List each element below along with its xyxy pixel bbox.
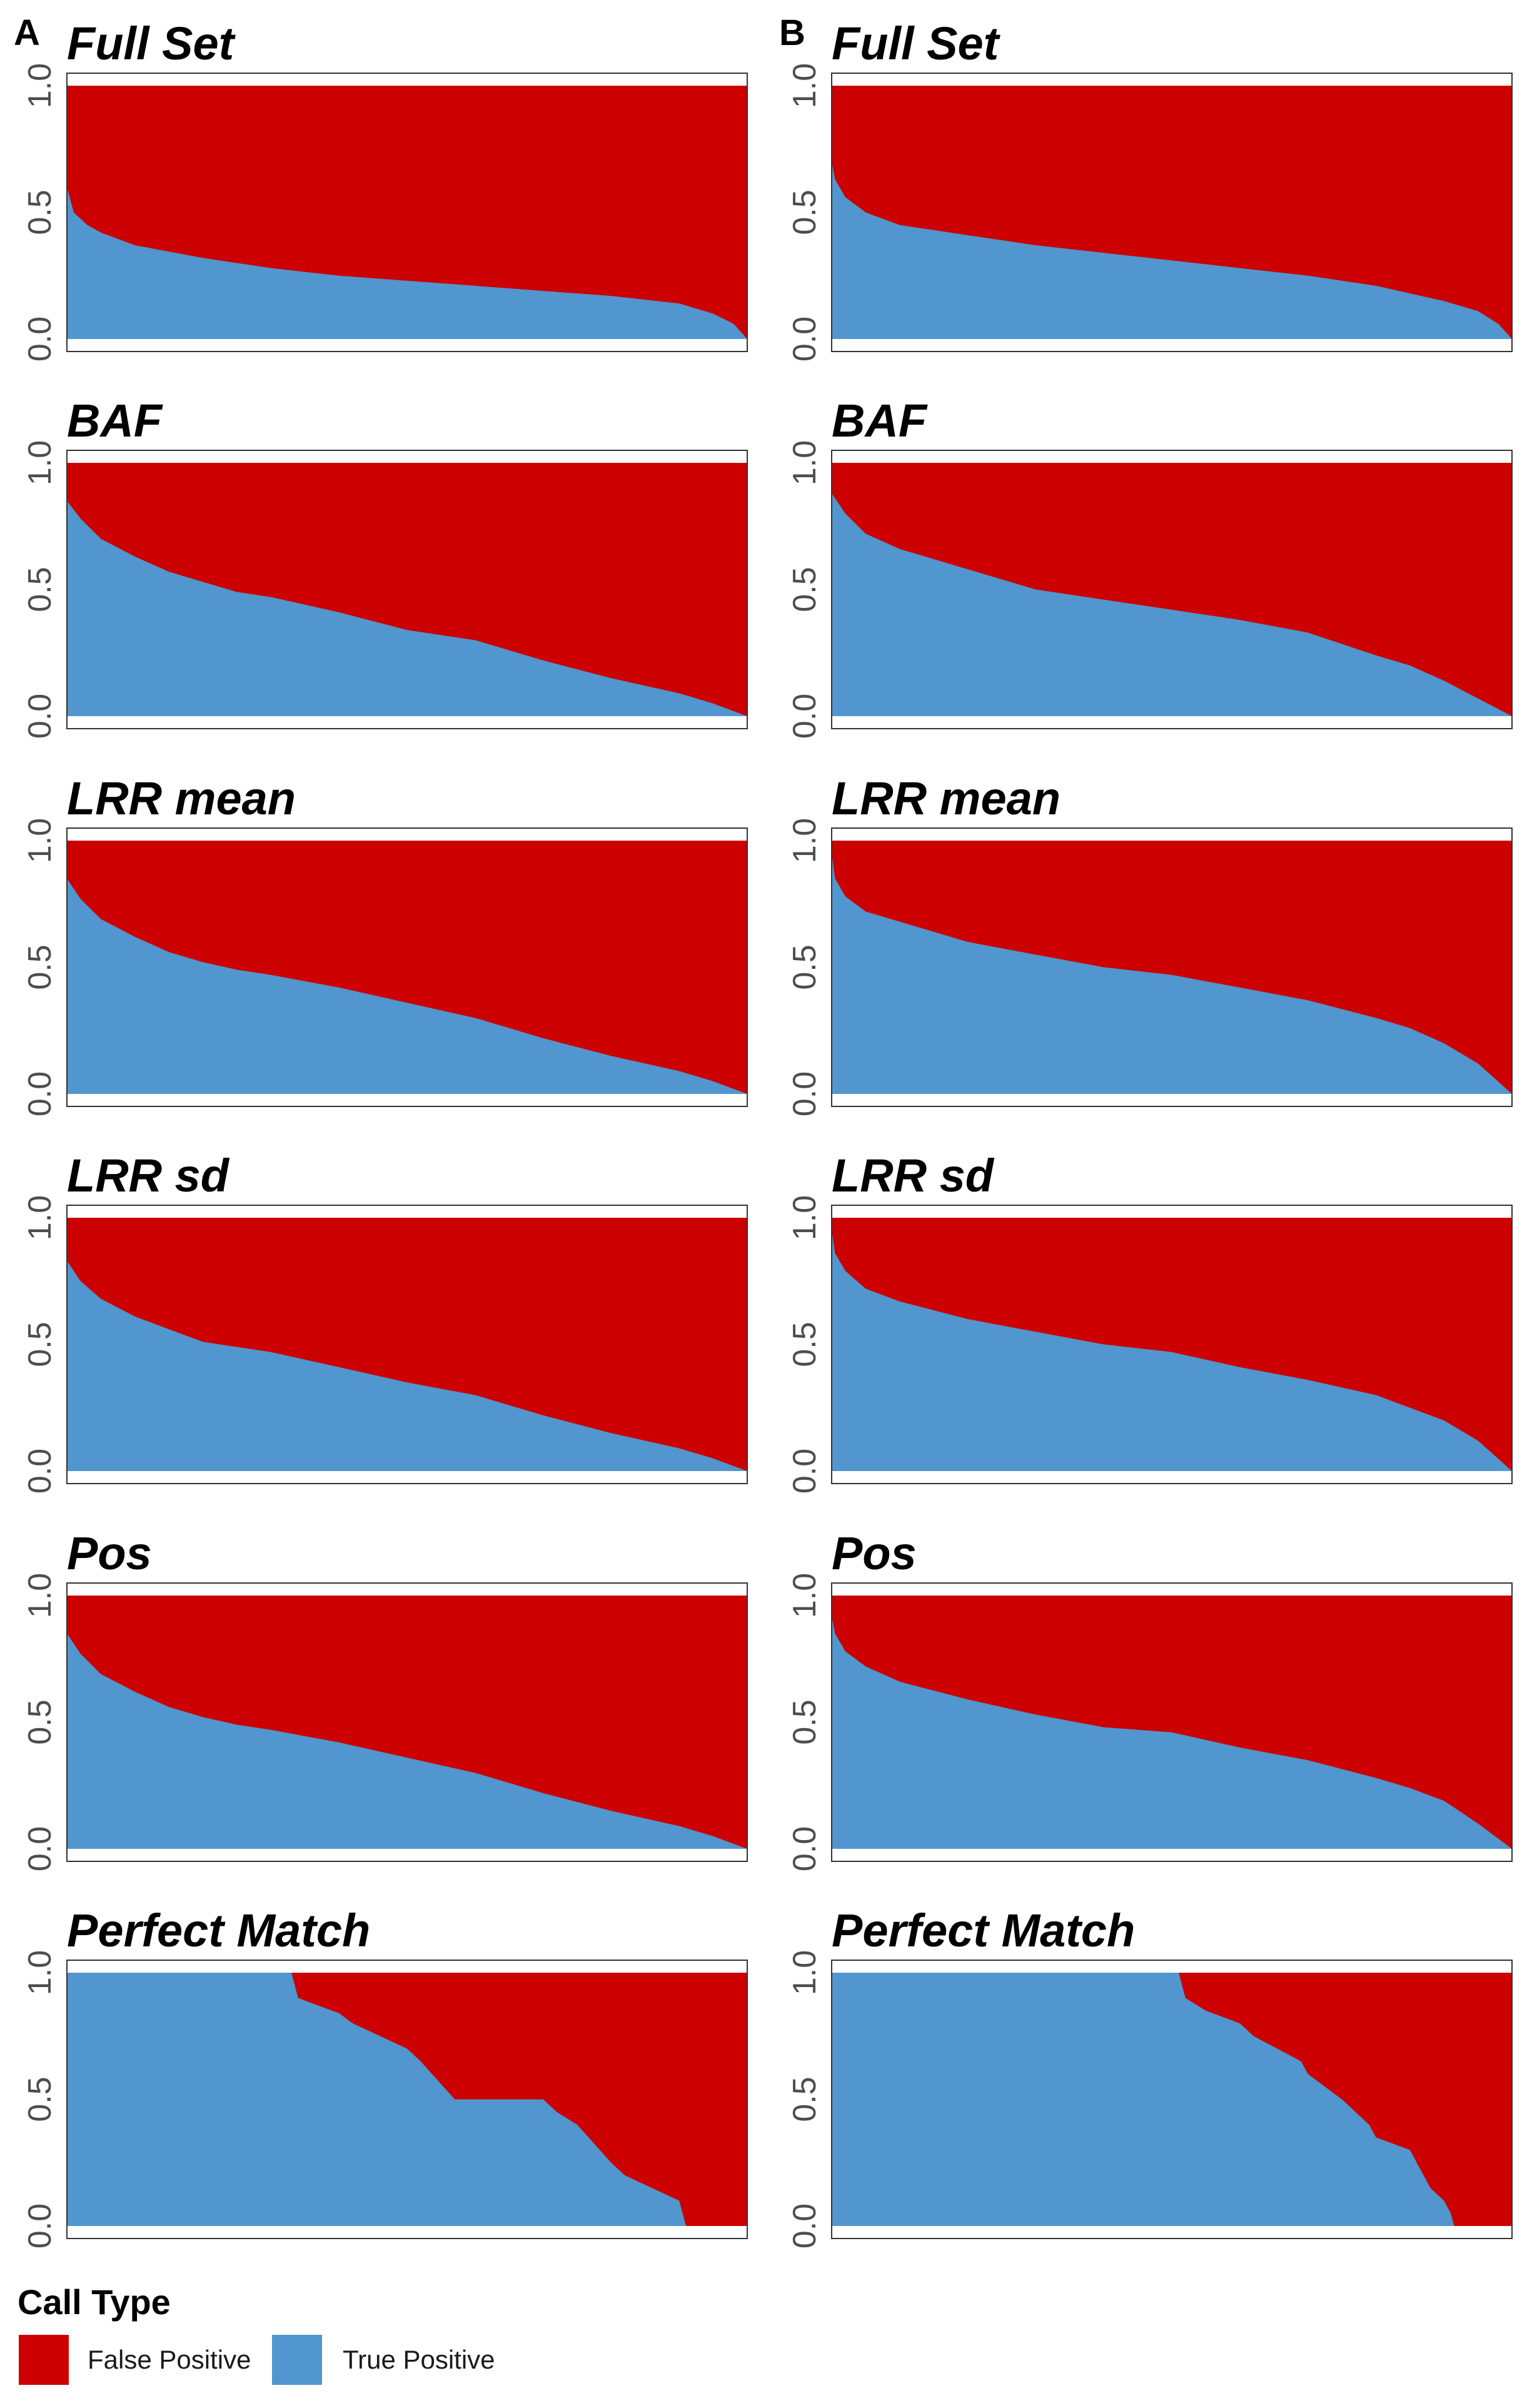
- legend-label-false-positive: False Positive: [88, 2345, 251, 2374]
- true-positive-area: [832, 853, 1512, 1094]
- legend-swatch-true-positive: [272, 2335, 322, 2385]
- y-tick-label: 0.0: [22, 1826, 58, 1871]
- y-tick-label: 0.5: [787, 2077, 823, 2122]
- panel-frame: [831, 1205, 1513, 1484]
- y-tick-label: 0.5: [22, 1322, 58, 1367]
- panel-title: LRR mean: [67, 772, 296, 824]
- y-tick-label: 0.5: [787, 944, 823, 989]
- y-tick-label: 0.0: [22, 2203, 58, 2249]
- panel-b-lrr-sd: LRR sd 0.0 0.5 1.0: [787, 1150, 1513, 1494]
- y-tick-label: 0.5: [22, 190, 58, 235]
- y-tick-label: 1.0: [22, 63, 58, 108]
- panel-a-lrr-sd: LRR sd 0.0 0.5 1.0: [22, 1150, 748, 1494]
- y-tick-label: 0.5: [22, 567, 58, 612]
- y-tick-label: 0.0: [22, 694, 58, 739]
- true-positive-area: [832, 1230, 1512, 1471]
- true-positive-area: [67, 1260, 747, 1471]
- panel-title: Full Set: [67, 18, 236, 69]
- panel-frame: [831, 73, 1513, 352]
- panel-title: LRR sd: [67, 1150, 230, 1201]
- panel-frame: [66, 1960, 748, 2239]
- y-tick-label: 1.0: [787, 1573, 823, 1618]
- y-tick-label: 1.0: [22, 1195, 58, 1240]
- true-positive-area: [832, 161, 1512, 339]
- y-tick-label: 1.0: [787, 818, 823, 863]
- panel-b-perfect-match: Perfect Match 0.0 0.5 1.0: [787, 1905, 1513, 2249]
- true-positive-area: [832, 493, 1512, 716]
- panel-a-perfect-match: Perfect Match 0.0 0.5 1.0: [22, 1905, 748, 2249]
- y-tick-label: 0.0: [787, 694, 823, 739]
- legend: Call Type False Positive True Positive: [18, 2282, 495, 2385]
- panel-letter-a: A: [14, 13, 40, 53]
- legend-title: Call Type: [18, 2282, 171, 2322]
- y-tick-label: 0.0: [787, 1071, 823, 1116]
- true-positive-area: [67, 878, 747, 1094]
- y-tick-label: 1.0: [787, 1195, 823, 1240]
- panel-a-baf: BAF 0.0 0.5 1.0: [22, 395, 748, 739]
- y-tick-label: 1.0: [22, 818, 58, 863]
- y-tick-label: 0.0: [22, 316, 58, 362]
- panel-frame: [66, 827, 748, 1107]
- y-tick-label: 0.0: [787, 1826, 823, 1871]
- panel-frame: [831, 827, 1513, 1107]
- true-positive-area: [67, 500, 747, 716]
- panel-a-full-set: Full Set 0.0 0.5 1.0: [22, 18, 748, 362]
- y-tick-label: 1.0: [787, 440, 823, 485]
- panel-a-pos: Pos 0.0 0.5 1.0: [22, 1527, 748, 1871]
- panel-title: Perfect Match: [67, 1905, 370, 1956]
- y-tick-label: 1.0: [22, 440, 58, 485]
- y-tick-label: 0.0: [22, 1449, 58, 1494]
- panel-frame: [831, 1582, 1513, 1862]
- true-positive-area: [67, 1633, 747, 1849]
- panel-frame: [831, 1960, 1513, 2239]
- true-positive-area: [832, 1616, 1512, 1849]
- y-tick-label: 0.5: [22, 1699, 58, 1744]
- panel-frame: [66, 450, 748, 729]
- panel-frame: [66, 1582, 748, 1862]
- panel-b-lrr-mean: LRR mean 0.0 0.5 1.0: [787, 772, 1513, 1116]
- y-tick-label: 0.5: [787, 1322, 823, 1367]
- y-tick-label: 0.0: [787, 1449, 823, 1494]
- panel-b-baf: BAF 0.0 0.5 1.0: [787, 395, 1513, 739]
- panel-title: Perfect Match: [832, 1905, 1135, 1956]
- y-tick-label: 0.0: [787, 316, 823, 362]
- y-tick-label: 0.5: [787, 567, 823, 612]
- panel-frame: [66, 1205, 748, 1484]
- panel-title: Pos: [67, 1527, 152, 1579]
- y-tick-label: 0.0: [787, 2203, 823, 2249]
- y-tick-label: 0.5: [787, 1699, 823, 1744]
- panel-b-full-set: Full Set 0.0 0.5 1.0: [787, 18, 1513, 362]
- y-tick-label: 0.5: [22, 2077, 58, 2122]
- y-tick-label: 0.0: [22, 1071, 58, 1116]
- true-positive-area: [832, 1973, 1512, 2226]
- panel-letter-b: B: [779, 13, 805, 53]
- panel-title: LRR sd: [832, 1150, 995, 1201]
- panel-title: BAF: [832, 395, 928, 447]
- panel-frame: [831, 450, 1513, 729]
- panel-title: Pos: [832, 1527, 917, 1579]
- y-tick-label: 0.5: [787, 190, 823, 235]
- legend-label-true-positive: True Positive: [343, 2345, 495, 2374]
- panel-title: Full Set: [832, 18, 1001, 69]
- legend-swatch-false-positive: [19, 2335, 69, 2385]
- panel-title: BAF: [67, 395, 163, 447]
- y-tick-label: 1.0: [787, 1950, 823, 1995]
- y-tick-label: 1.0: [22, 1950, 58, 1995]
- panel-frame: [66, 73, 748, 352]
- true-positive-area: [67, 187, 747, 339]
- panel-b-pos: Pos 0.0 0.5 1.0: [787, 1527, 1513, 1871]
- panel-title: LRR mean: [832, 772, 1061, 824]
- y-tick-label: 1.0: [22, 1573, 58, 1618]
- panel-a-lrr-mean: LRR mean 0.0 0.5 1.0: [22, 772, 748, 1116]
- true-positive-area: [67, 1973, 747, 2226]
- y-tick-label: 0.5: [22, 944, 58, 989]
- y-tick-label: 1.0: [787, 63, 823, 108]
